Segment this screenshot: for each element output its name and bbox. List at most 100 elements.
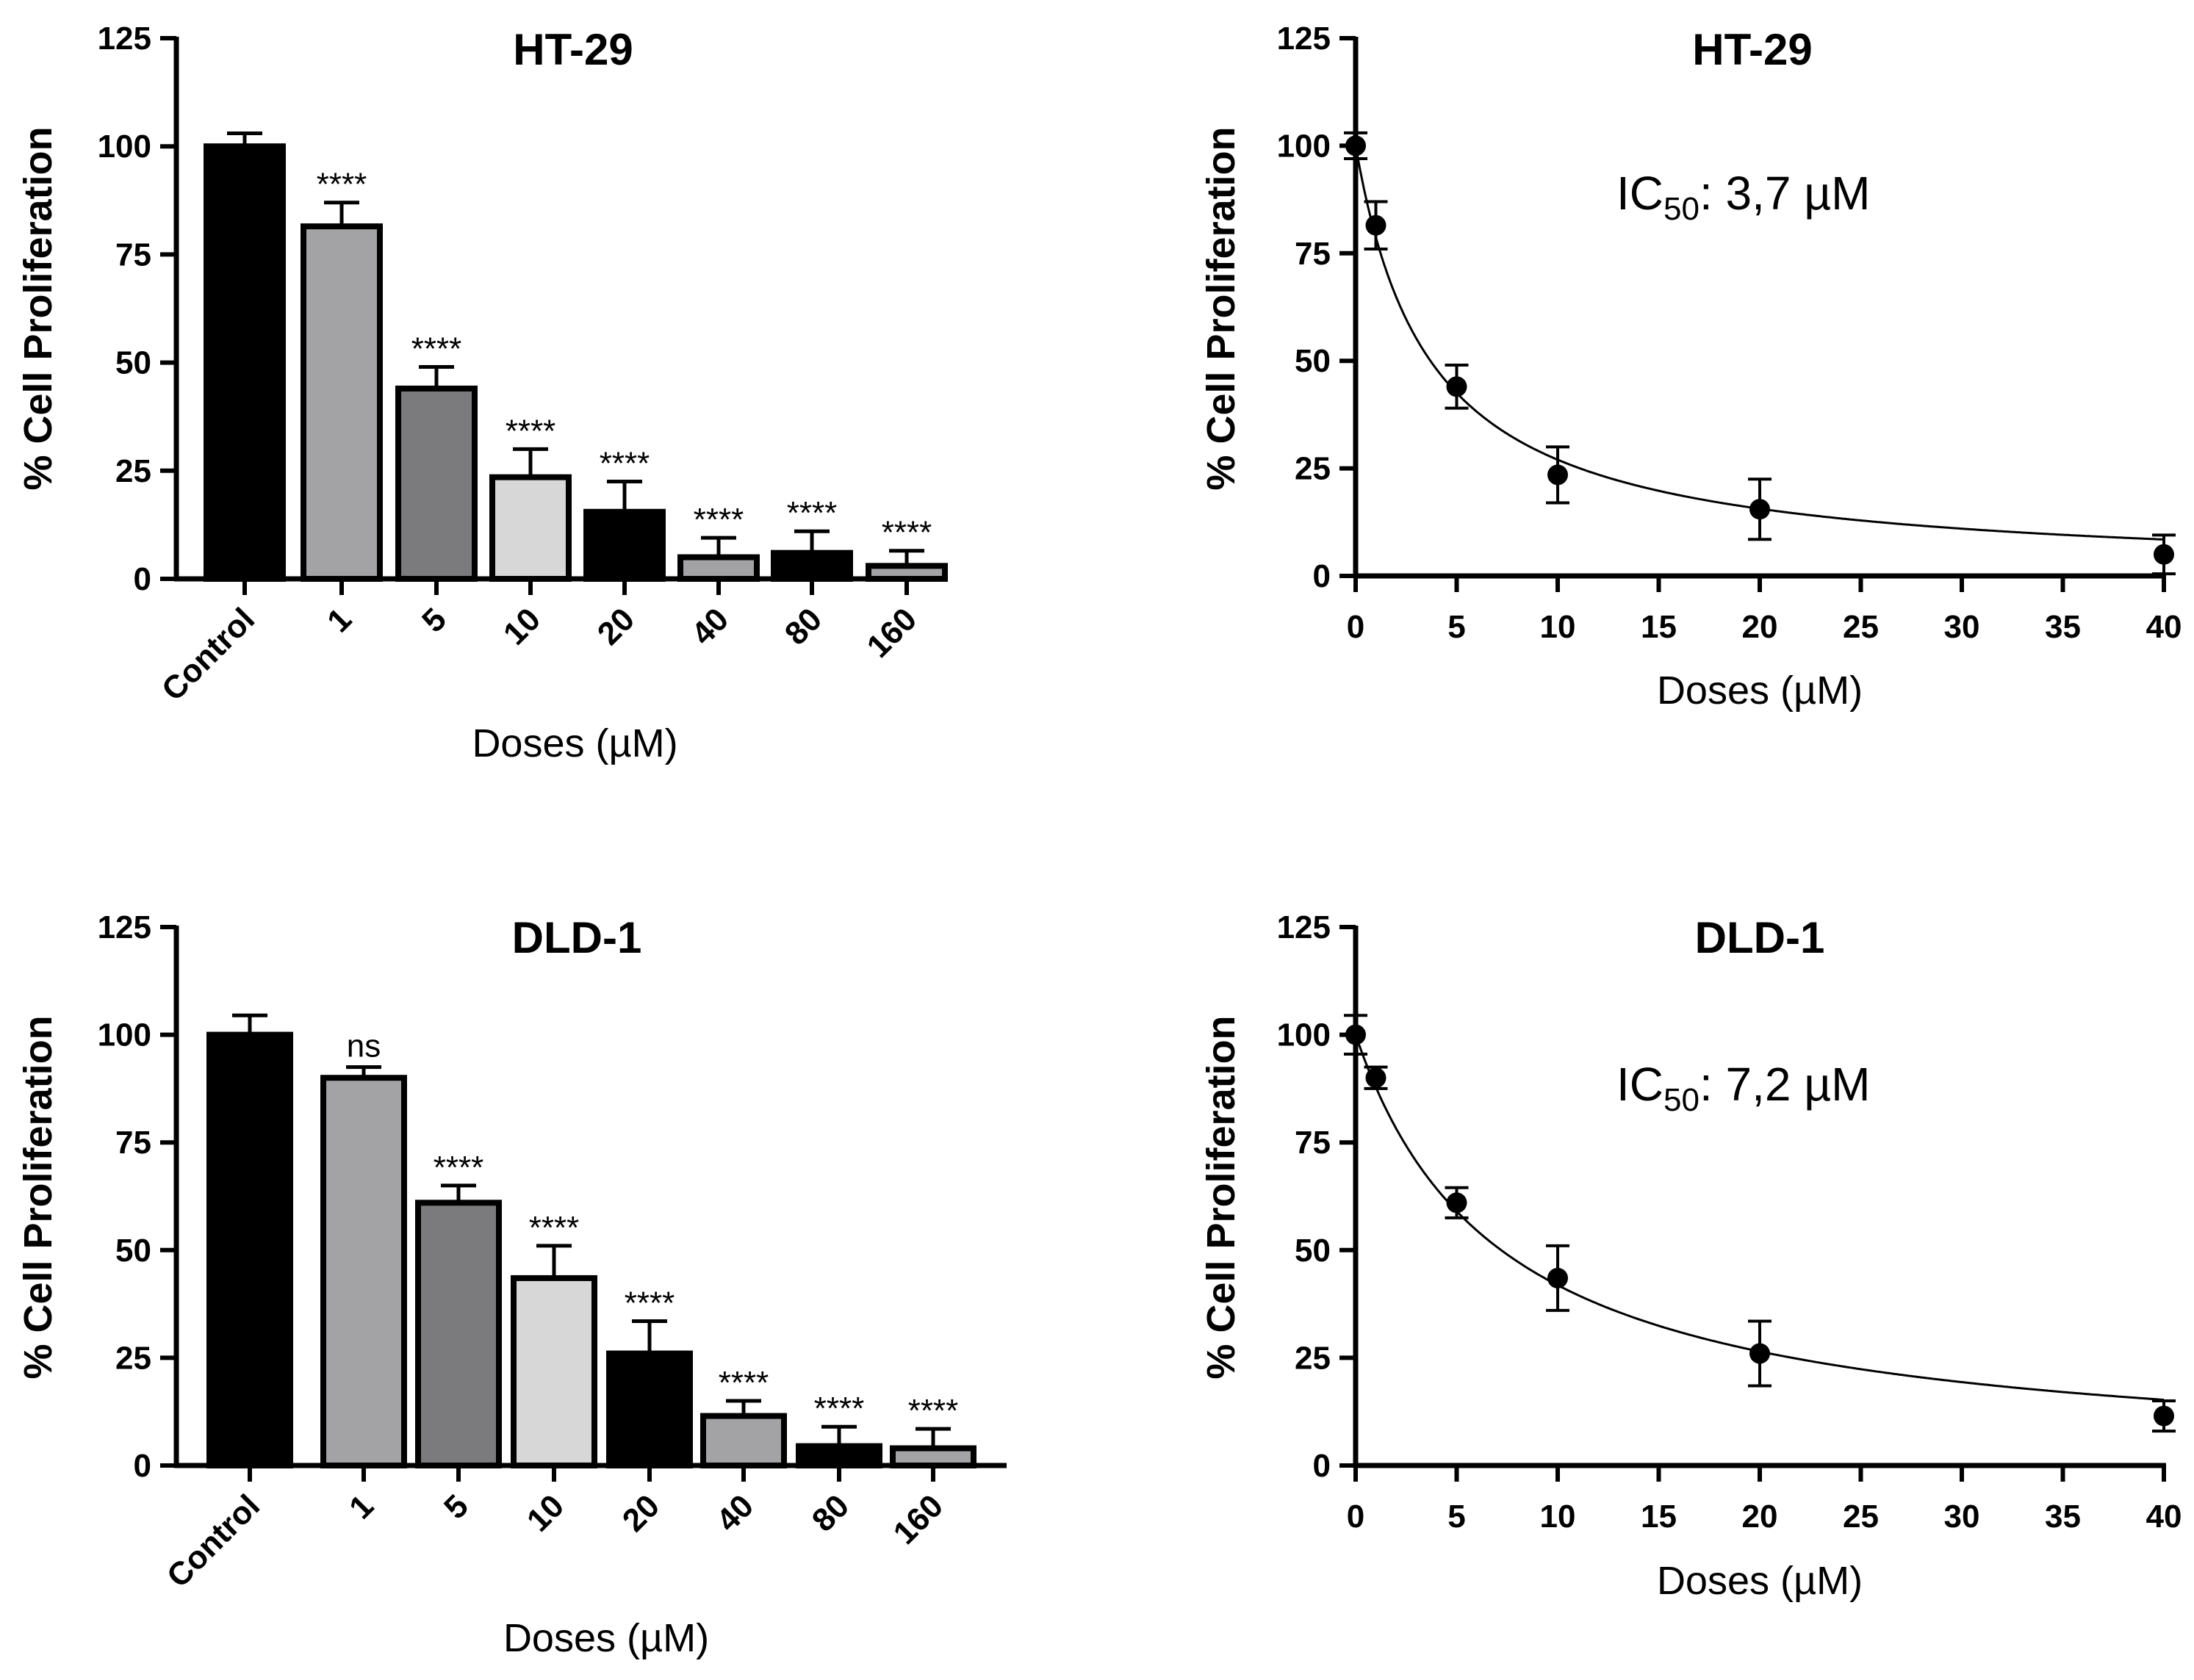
y-tick-label: 100 — [1277, 128, 1331, 164]
y-axis-label: % Cell Proliferation — [1199, 1015, 1243, 1379]
bar — [489, 474, 572, 583]
ic50-subscript: 50 — [1664, 191, 1700, 227]
x-tick-label: 160 — [887, 1488, 951, 1551]
chart-title: DLD-1 — [1695, 913, 1825, 962]
x-tick-label: 10 — [1540, 609, 1576, 645]
x-axis-label: Doses (µM) — [472, 721, 677, 765]
x-tick-label: 5 — [437, 1488, 475, 1526]
chart-title: HT-29 — [1692, 25, 1812, 74]
y-tick-label: 50 — [1295, 1233, 1331, 1269]
x-tick-label: 15 — [1641, 609, 1677, 645]
x-tick-label: 25 — [1843, 1499, 1879, 1535]
ic50-value: : 3,7 µM — [1700, 167, 1871, 220]
x-tick-label: 35 — [2045, 1499, 2081, 1535]
x-tick-label: 80 — [805, 1488, 856, 1538]
y-tick-label: 25 — [115, 453, 151, 489]
y-tick-label: 0 — [1313, 1448, 1331, 1484]
ic50-annotation: IC50: 3,7 µM — [1616, 167, 1870, 227]
x-tick-label: 30 — [1944, 609, 1980, 645]
ic50-value: : 7,2 µM — [1700, 1058, 1871, 1111]
x-tick-label: 5 — [415, 601, 453, 639]
bar — [583, 508, 666, 583]
y-tick-label: 100 — [1277, 1017, 1331, 1053]
data-point — [1749, 1343, 1770, 1364]
significance-label: **** — [506, 413, 556, 449]
x-tick-label: 40 — [685, 601, 735, 652]
y-tick-label: 0 — [134, 561, 151, 597]
chart-title: DLD-1 — [512, 913, 642, 962]
ic50-subscript: 50 — [1664, 1082, 1700, 1118]
y-tick-label: 25 — [1295, 451, 1331, 487]
x-tick-label: 1 — [342, 1488, 381, 1526]
significance-label: **** — [908, 1393, 959, 1429]
x-tick-label: 160 — [860, 601, 924, 665]
x-tick-label: 10 — [1540, 1499, 1576, 1535]
y-tick-label: 75 — [115, 237, 151, 273]
y-axis-label: % Cell Proliferation — [16, 1015, 60, 1379]
ic50-prefix: IC — [1616, 167, 1664, 220]
y-tick-label: 75 — [1295, 1125, 1331, 1161]
chart-title: HT-29 — [513, 25, 633, 74]
x-tick-label: 15 — [1641, 1499, 1677, 1535]
y-tick-label: 125 — [1277, 21, 1331, 57]
data-point — [1547, 1267, 1568, 1288]
x-tick-label: 20 — [591, 601, 641, 652]
x-tick-label: 40 — [710, 1488, 760, 1538]
y-tick-label: 125 — [98, 909, 151, 945]
significance-label: **** — [434, 1150, 484, 1186]
x-tick-label: 5 — [1447, 1499, 1465, 1535]
bar — [677, 554, 760, 582]
y-axis-label: % Cell Proliferation — [16, 126, 60, 490]
y-axis-label: % Cell Proliferation — [1199, 126, 1243, 490]
x-tick-label: 20 — [616, 1488, 666, 1538]
x-tick-label: 1 — [320, 601, 359, 639]
x-tick-label: 25 — [1843, 609, 1879, 645]
x-tick-label: 10 — [497, 601, 547, 652]
bar — [796, 1443, 882, 1469]
significance-label: **** — [719, 1365, 769, 1401]
bar — [700, 1413, 787, 1468]
bar — [511, 1275, 597, 1469]
significance-label: **** — [787, 495, 838, 531]
x-axis-label: Doses (µM) — [1657, 668, 1863, 713]
x-tick-label: Control — [155, 601, 262, 707]
y-tick-label: 75 — [115, 1125, 151, 1161]
significance-label: **** — [600, 446, 650, 482]
data-point — [2154, 544, 2174, 565]
y-tick-label: 75 — [1295, 236, 1331, 272]
x-axis-label: Doses (µM) — [503, 1616, 709, 1660]
bar — [301, 223, 383, 582]
y-tick-label: 0 — [134, 1448, 151, 1484]
x-tick-label: Control — [160, 1488, 267, 1594]
bar — [771, 549, 853, 582]
y-tick-label: 50 — [1295, 343, 1331, 379]
significance-label: **** — [317, 167, 367, 203]
y-tick-label: 125 — [98, 21, 151, 57]
x-tick-label: 30 — [1944, 1499, 1980, 1535]
data-point — [1446, 1192, 1467, 1214]
significance-label: **** — [882, 515, 932, 551]
bar — [890, 1445, 976, 1468]
x-tick-label: 0 — [1347, 1499, 1364, 1535]
y-tick-label: 25 — [115, 1340, 151, 1376]
y-tick-label: 50 — [115, 345, 151, 381]
data-point — [1365, 1067, 1386, 1089]
x-tick-label: 5 — [1447, 609, 1465, 645]
x-tick-label: 20 — [1742, 1499, 1778, 1535]
bar — [206, 1031, 293, 1468]
bar — [320, 1075, 407, 1468]
significance-label: **** — [814, 1391, 865, 1427]
bar — [395, 385, 478, 582]
y-tick-label: 50 — [115, 1233, 151, 1269]
x-axis-label: Doses (µM) — [1657, 1559, 1863, 1603]
significance-label: ns — [347, 1028, 381, 1064]
x-tick-label: 0 — [1347, 609, 1364, 645]
significance-label: **** — [625, 1286, 675, 1322]
y-tick-label: 100 — [98, 1017, 151, 1053]
significance-label: **** — [411, 331, 462, 367]
x-tick-label: 10 — [520, 1488, 571, 1538]
y-tick-label: 25 — [1295, 1340, 1331, 1376]
x-tick-label: 40 — [2146, 609, 2182, 645]
